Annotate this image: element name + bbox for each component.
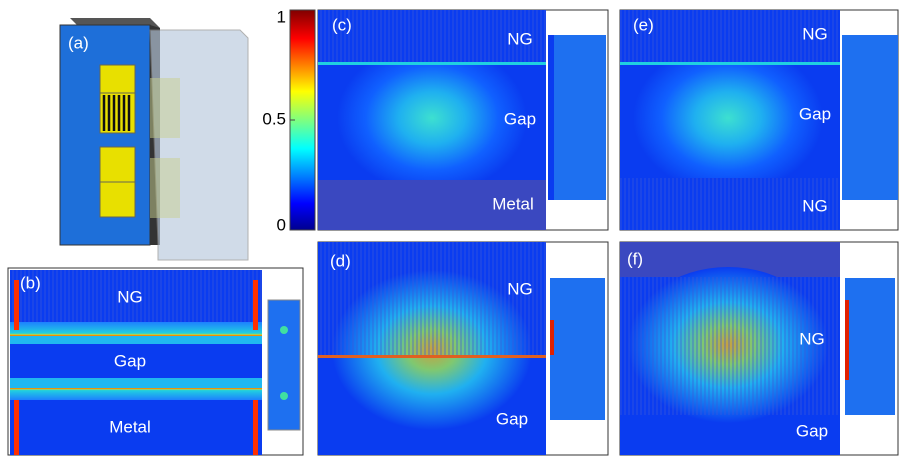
region-label: Gap [504, 109, 536, 128]
region-label: Metal [492, 194, 534, 213]
region-label: NG [507, 29, 533, 48]
region-label: NG [507, 279, 533, 298]
region-label: Gap [114, 351, 146, 370]
region-label: NG [799, 329, 825, 348]
panel-e: (e) NG Gap NG [620, 10, 898, 230]
panel-label: (b) [20, 273, 41, 292]
panel-c: (c) NG Gap Metal [318, 10, 608, 230]
panel-d: (d) NG Gap [318, 242, 608, 455]
colorbar-tick-label: 1 [277, 7, 286, 26]
figure: (a) 10.50 (c) NG Gap Metal (e) NG Gap NG [0, 0, 899, 460]
colorbar: 10.50 [262, 7, 315, 234]
panel-f: (f) NG Gap [620, 242, 898, 455]
panel-label: (c) [332, 15, 352, 34]
region-label: Metal [109, 417, 151, 436]
colorbar-tick-label: 0.5 [262, 109, 286, 128]
panel-label: (e) [633, 15, 654, 34]
region-label: NG [117, 287, 143, 306]
panel-label: (a) [68, 33, 89, 52]
panel-label: (d) [330, 251, 351, 270]
device-illustration: (a) [60, 18, 248, 260]
colorbar-tick-label: 0 [277, 215, 286, 234]
region-label: NG [802, 196, 828, 215]
region-label: Gap [496, 409, 528, 428]
panel-b: (b) NG Gap Metal [8, 268, 303, 455]
region-label: NG [802, 24, 828, 43]
panel-label: (f) [627, 249, 643, 268]
region-label: Gap [796, 421, 828, 440]
region-label: Gap [799, 104, 831, 123]
